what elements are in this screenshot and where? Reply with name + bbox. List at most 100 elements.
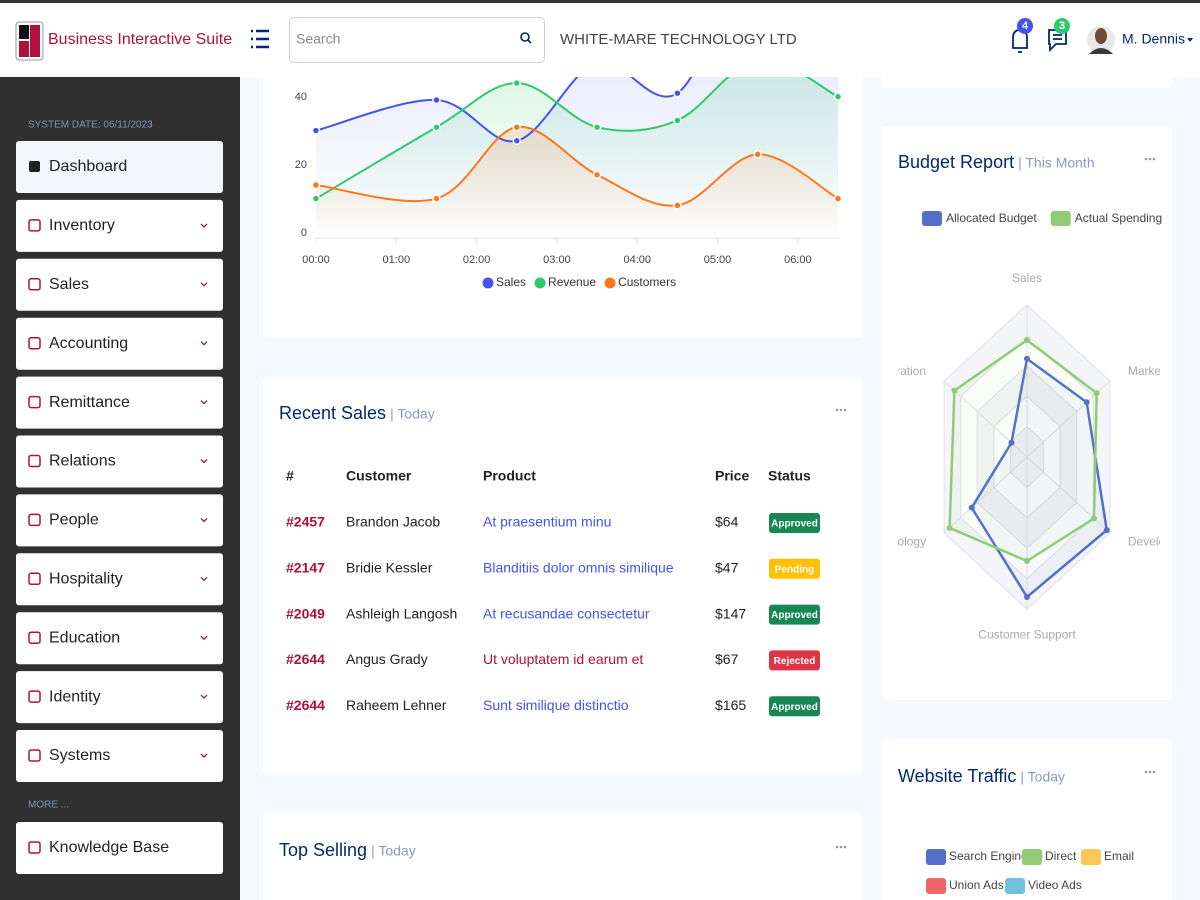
radar-point xyxy=(1103,527,1110,534)
order-id[interactable]: #2457 xyxy=(286,514,325,530)
radar-label: Administration xyxy=(850,364,926,378)
y-tick-label: 40 xyxy=(295,91,307,103)
customer-name: Brandon Jacob xyxy=(346,514,440,530)
price: $47 xyxy=(715,560,739,576)
legend-label: Sales xyxy=(496,275,526,289)
radar-label: Sales xyxy=(1012,271,1042,285)
product-link[interactable]: At praesentium minu xyxy=(483,514,611,530)
data-point xyxy=(592,122,602,132)
card-filter: | This Month xyxy=(1018,155,1095,171)
menu-icon xyxy=(28,219,41,232)
radar-label: Development xyxy=(1128,534,1199,548)
product-link[interactable]: Ut voluptatem id earum et xyxy=(483,651,643,667)
radar-point xyxy=(946,524,953,531)
menu-chevron xyxy=(200,282,208,287)
order-id[interactable]: #2644 xyxy=(286,697,325,713)
order-id[interactable]: #2049 xyxy=(286,605,325,621)
product-link[interactable]: Blanditiis dolor omnis similique xyxy=(483,560,674,576)
menu-icon xyxy=(28,572,41,586)
menu-item[interactable] xyxy=(16,435,223,488)
legend-label: Video Ads xyxy=(1028,878,1082,892)
product-link[interactable]: Sunt similique distinctio xyxy=(483,697,629,713)
menu-toggle[interactable] xyxy=(251,29,269,49)
user-caret xyxy=(1187,38,1194,42)
menu-label: Education xyxy=(49,629,120,646)
radar-point xyxy=(1024,558,1030,564)
x-tick-label: 05:00 xyxy=(704,254,732,266)
content: 0 20 40 00:00 01:00 02:00 03:00 04:00 05:00 06:00… xyxy=(279,77,1199,894)
legend-marker xyxy=(482,277,494,289)
x-tick-label: 01:00 xyxy=(383,254,411,266)
customer-name: Raheem Lehner xyxy=(346,697,447,713)
menu-item[interactable] xyxy=(16,258,223,311)
menu-item[interactable] xyxy=(16,671,223,724)
radar-point xyxy=(1093,390,1100,397)
menu-label: Relations xyxy=(49,453,116,470)
menu-label: Inventory xyxy=(49,217,115,234)
search-placeholder: Search xyxy=(296,31,340,47)
legend-swatch xyxy=(922,211,942,226)
menu-item[interactable] xyxy=(16,376,223,429)
radar-point xyxy=(1083,399,1090,406)
data-point xyxy=(512,136,522,146)
menu-label: Hospitality xyxy=(49,571,123,588)
data-point xyxy=(833,92,843,101)
legend-swatch xyxy=(926,878,946,894)
menu-item[interactable] xyxy=(16,553,223,606)
logo[interactable] xyxy=(15,21,44,61)
legend-label: Search Engine xyxy=(949,849,1028,863)
menu-item[interactable] xyxy=(16,141,223,193)
radar-point xyxy=(1024,594,1030,600)
x-tick-label: 03:00 xyxy=(543,254,571,266)
menu-icon xyxy=(28,749,41,762)
avatar[interactable] xyxy=(1087,26,1115,54)
legend-label: Allocated Budget xyxy=(946,211,1037,225)
data-point xyxy=(311,194,321,203)
menu-label: Sales xyxy=(49,276,89,293)
data-point xyxy=(311,180,321,190)
search-box[interactable] xyxy=(289,17,545,63)
legend-label: Email xyxy=(1104,849,1134,863)
system-date: SYSTEM DATE: 06/11/2023 xyxy=(28,120,153,131)
radar-chart: Sales Administration Information Technolog… xyxy=(850,271,1199,641)
card-menu[interactable] xyxy=(835,157,1156,849)
price: $67 xyxy=(715,651,739,667)
price: $64 xyxy=(715,514,739,530)
menu-item[interactable] xyxy=(16,494,223,547)
menu-item[interactable] xyxy=(16,317,223,370)
status-label: Approved xyxy=(771,610,818,621)
menu-chevron xyxy=(200,400,208,405)
brand-name: Business Interactive Suite xyxy=(48,31,232,48)
legend-swatch xyxy=(1050,211,1071,226)
x-tick-label: 06:00 xyxy=(784,254,812,266)
data-point xyxy=(512,122,522,132)
product-link[interactable]: At recusandae consectetur xyxy=(483,605,650,621)
order-id[interactable]: #2147 xyxy=(286,560,325,576)
message-count: 3 xyxy=(1059,20,1065,32)
recent-sales-card xyxy=(263,377,862,775)
menu-icon xyxy=(28,841,41,854)
line-chart xyxy=(311,77,843,236)
traffic-card xyxy=(882,739,1172,900)
legend-swatch xyxy=(1022,849,1042,865)
menu-label: Knowledge Base xyxy=(49,839,169,856)
menu-item[interactable] xyxy=(16,822,223,874)
header-border xyxy=(0,0,1200,3)
search-icon[interactable] xyxy=(520,32,532,44)
data-point xyxy=(432,194,441,203)
menu-chevron xyxy=(200,459,208,464)
order-id[interactable]: #2644 xyxy=(286,651,325,667)
radar-label: Marketing xyxy=(1128,364,1181,378)
menu-item[interactable] xyxy=(16,199,223,252)
table-header: Price xyxy=(715,468,749,484)
header xyxy=(0,0,1200,77)
table-header: Customer xyxy=(346,468,412,484)
status-label: Pending xyxy=(775,564,814,575)
customer-name: Angus Grady xyxy=(346,651,428,667)
menu-item[interactable] xyxy=(16,730,223,782)
company-name: WHITE-MARE TECHNOLOGY LTD xyxy=(560,31,797,48)
status-badge xyxy=(769,696,820,717)
user-name[interactable]: M. Dennis xyxy=(1122,31,1185,47)
menu-item[interactable] xyxy=(16,612,223,665)
data-point xyxy=(311,126,321,135)
